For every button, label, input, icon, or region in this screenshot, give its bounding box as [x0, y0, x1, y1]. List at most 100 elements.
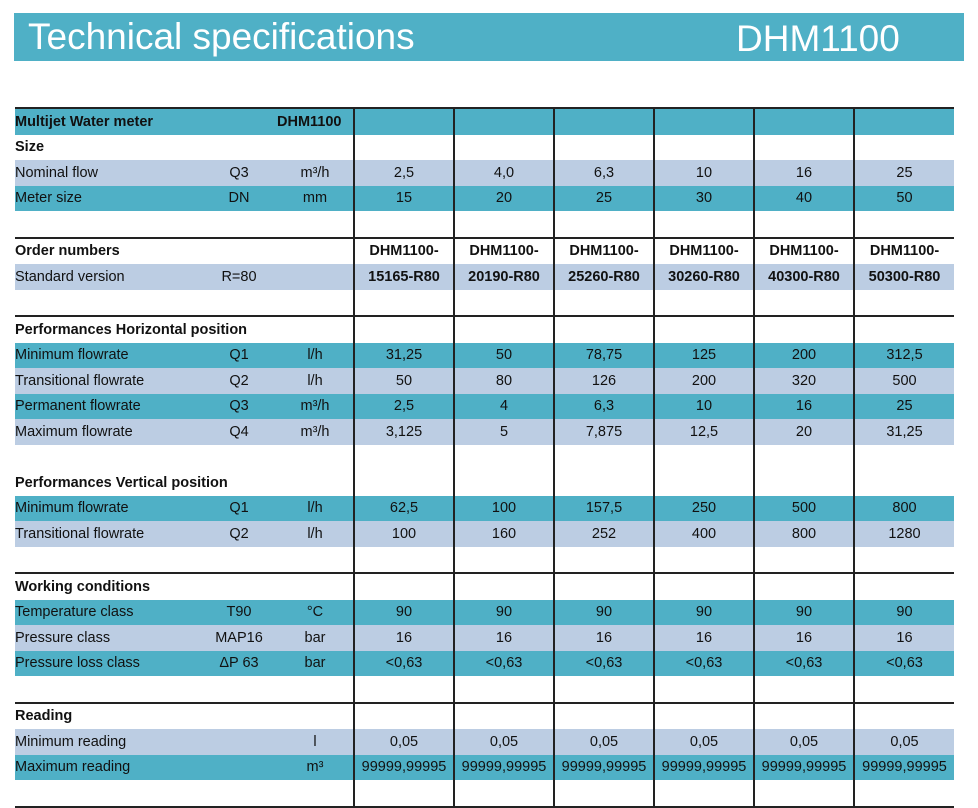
title-banner: Technical specifications DHM1100	[14, 13, 964, 61]
table-row: Minimum reading l 0,05 0,05 0,05 0,05 0,…	[15, 729, 954, 755]
section-heading: Order numbers	[15, 243, 120, 260]
row-unit: l/h	[277, 342, 354, 368]
value-cell: 400	[653, 521, 754, 547]
value-cell: 0,05	[653, 729, 754, 755]
row-unit: m³/h	[277, 160, 354, 186]
value-cell: 30	[653, 185, 754, 211]
row-label: Pressure class	[15, 625, 201, 651]
spacer-row	[15, 211, 954, 239]
value-cell: <0,63	[853, 650, 954, 676]
value-cell: 125	[653, 342, 754, 368]
row-label: Pressure loss class	[15, 650, 201, 676]
header-label: Multijet Water meter	[15, 107, 277, 135]
row-symbol: Q2	[201, 368, 277, 394]
table-row: Permanent flowrate Q3 m³/h 2,5 4 6,3 10 …	[15, 393, 954, 419]
value-cell: 100	[353, 521, 454, 547]
table-header-row: Multijet Water meter DHM1100	[15, 107, 954, 135]
value-cell: 500	[753, 495, 854, 521]
order-prefix: DHM1100-	[753, 237, 854, 264]
model-name: DHM1100	[736, 18, 900, 59]
row-label: Permanent flowrate	[15, 393, 201, 419]
row-unit: m³/h	[277, 419, 354, 445]
table-row: Minimum flowrate Q1 l/h 62,5 100 157,5 2…	[15, 495, 954, 521]
value-cell: 99999,99995	[753, 754, 854, 780]
value-cell: 100	[453, 495, 554, 521]
spacer-row	[15, 780, 954, 808]
value-cell: 16	[753, 393, 854, 419]
spacer-row	[15, 444, 954, 470]
value-cell: 10	[653, 160, 754, 186]
value-cell: 126	[553, 368, 654, 394]
row-label: Maximum flowrate	[15, 419, 201, 445]
value-cell: <0,63	[653, 650, 754, 676]
value-cell: 80	[453, 368, 554, 394]
table-row: Standard version R=80 15165-R80 20190-R8…	[15, 264, 954, 290]
row-unit: mm	[277, 185, 354, 211]
value-cell: 90	[853, 599, 954, 625]
row-label: Transitional flowrate	[15, 521, 201, 547]
table-row: Nominal flow Q3 m³/h 2,5 4,0 6,3 10 16 2…	[15, 160, 954, 186]
value-cell: 160	[453, 521, 554, 547]
value-cell: 312,5	[853, 342, 954, 368]
value-cell: 2,5	[353, 160, 454, 186]
order-code: 50300-R80	[853, 264, 954, 290]
spacer-row	[15, 546, 954, 574]
value-cell: 252	[553, 521, 654, 547]
row-symbol: Q3	[201, 393, 277, 419]
value-cell: 99999,99995	[653, 754, 754, 780]
value-cell: 200	[753, 342, 854, 368]
value-cell: 157,5	[553, 495, 654, 521]
row-unit: l/h	[277, 368, 354, 394]
section-heading-row: Performances Horizontal position	[15, 316, 954, 343]
value-cell: 16	[353, 625, 454, 651]
value-cell: 15	[353, 185, 454, 211]
value-cell: <0,63	[753, 650, 854, 676]
value-cell: 50	[853, 185, 954, 211]
value-cell: 25	[853, 393, 954, 419]
table-row: Pressure loss class ΔP 63 bar <0,63 <0,6…	[15, 650, 954, 676]
order-code: 30260-R80	[653, 264, 754, 290]
section-heading-row: Working conditions	[15, 573, 954, 600]
row-unit: l	[277, 729, 354, 755]
value-cell: 7,875	[553, 419, 654, 445]
value-cell: 6,3	[553, 160, 654, 186]
table-row: Meter size DN mm 15 20 25 30 40 50	[15, 185, 954, 211]
value-cell: 0,05	[453, 729, 554, 755]
table-row: Pressure class MAP16 bar 16 16 16 16 16 …	[15, 625, 954, 651]
value-cell: 800	[753, 521, 854, 547]
value-cell: 78,75	[553, 342, 654, 368]
value-cell: 4,0	[453, 160, 554, 186]
section-heading-row: Performances Vertical position	[15, 470, 954, 496]
order-prefix: DHM1100-	[353, 237, 454, 264]
value-cell: 62,5	[353, 495, 454, 521]
value-cell: 90	[753, 599, 854, 625]
value-cell: 25	[853, 160, 954, 186]
row-symbol: MAP16	[201, 625, 277, 651]
value-cell: 99999,99995	[453, 754, 554, 780]
section-heading-row: Size	[15, 134, 954, 160]
value-cell: 2,5	[353, 393, 454, 419]
row-label: Minimum reading	[15, 729, 201, 755]
section-heading: Reading	[15, 708, 73, 725]
order-code: 20190-R80	[453, 264, 554, 290]
table-row: Temperature class T90 °C 90 90 90 90 90 …	[15, 599, 954, 625]
value-cell: 90	[453, 599, 554, 625]
value-cell: 320	[753, 368, 854, 394]
row-symbol: ΔP 63	[201, 650, 277, 676]
order-code: 15165-R80	[353, 264, 454, 290]
order-prefix: DHM1100-	[653, 237, 754, 264]
value-cell: 31,25	[853, 419, 954, 445]
value-cell: 90	[553, 599, 654, 625]
value-cell: 99999,99995	[553, 754, 654, 780]
order-prefix: DHM1100-	[853, 237, 954, 264]
row-unit: bar	[277, 625, 354, 651]
value-cell: 0,05	[853, 729, 954, 755]
row-unit: l/h	[277, 521, 354, 547]
value-cell: <0,63	[353, 650, 454, 676]
value-cell: 0,05	[753, 729, 854, 755]
row-label: Minimum flowrate	[15, 342, 201, 368]
row-label: Standard version	[15, 264, 201, 290]
row-symbol: DN	[201, 185, 277, 211]
spec-table: Multijet Water meter DHM1100 Size Nomina…	[15, 107, 954, 808]
row-unit: m³	[277, 754, 354, 780]
